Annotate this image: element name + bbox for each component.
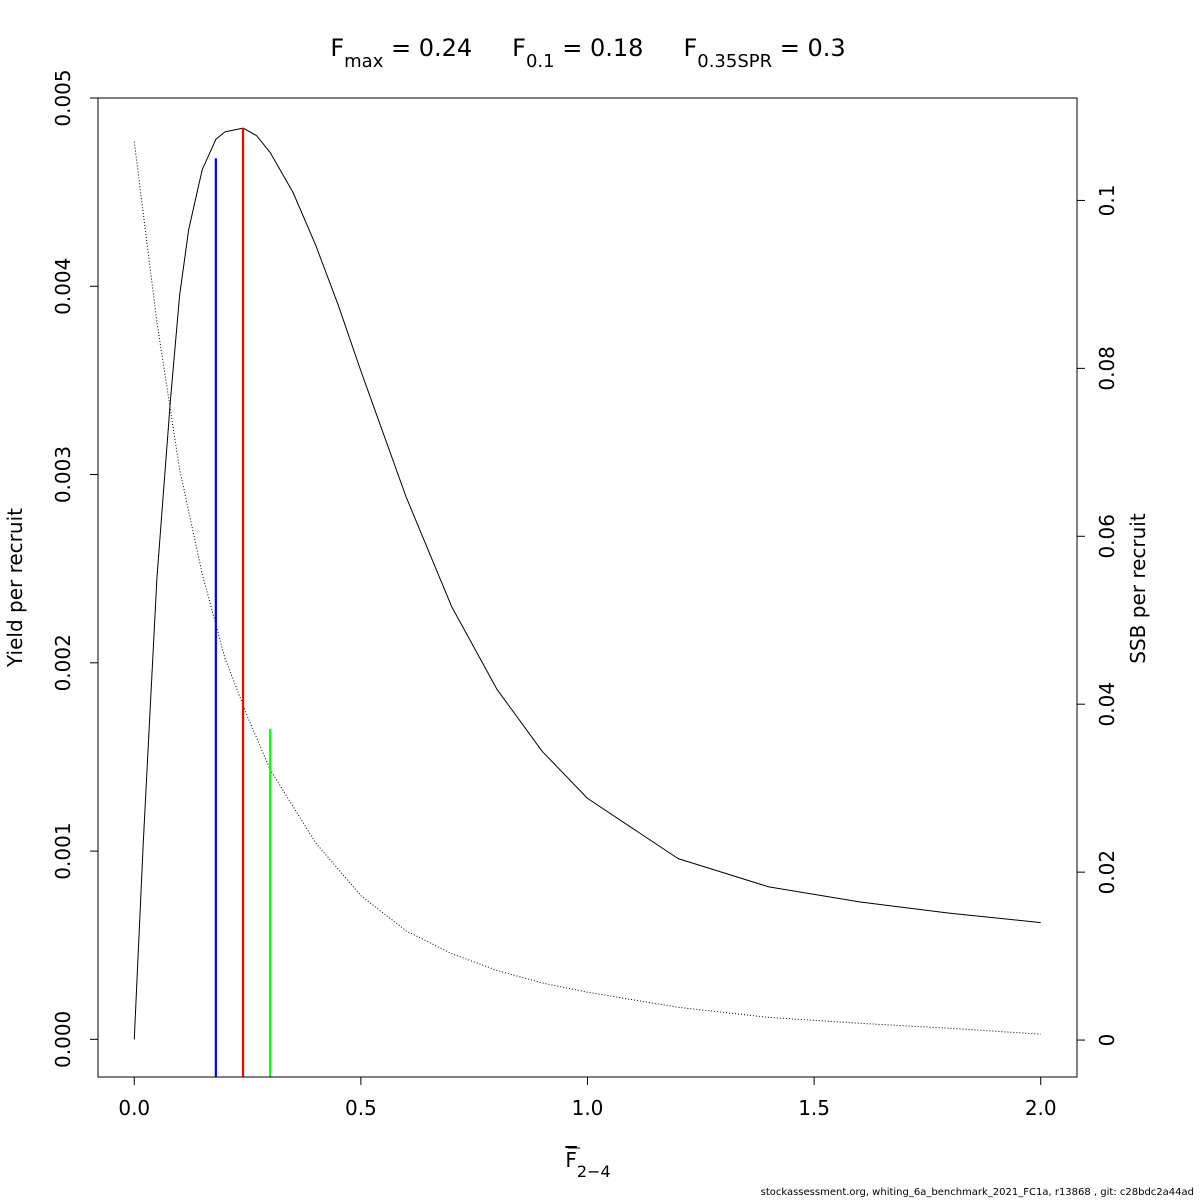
x-axis-label: F2−4 [565,1147,611,1181]
title-text: Fmax = 0.24 F0.1 = 0.18 F0.35SPR = 0.3 [330,34,845,72]
title-value-2: = 0.3 [772,34,846,62]
yield-per-recruit-line [133,127,1041,1040]
x-axis-label-sub: 2−4 [577,1162,611,1181]
title-base-2: F [683,34,697,62]
footer-credit: stockassessment.org, whiting_6a_benchmar… [760,1187,1194,1198]
y2-tick-label: 0.02 [1095,850,1119,895]
chart-title: Fmax = 0.24 F0.1 = 0.18 F0.35SPR = 0.3 [330,34,845,72]
y2-tick-label: 0.04 [1095,682,1119,727]
y-axis-label: Yield per recruit [3,508,27,668]
title-sub-0: max [344,51,384,72]
y2-tick-label: 0.08 [1095,346,1119,391]
x-axis: 0.0 0.5 1.0 1.5 2.0 [118,1076,1057,1120]
series-group [133,127,1041,1040]
ssb-per-recruit-line [133,141,1041,1035]
title-base-1: F [512,34,526,62]
title-value-0: = 0.24 [383,34,472,62]
y-tick-label: 0.004 [51,258,75,315]
x-tick-label: 2.0 [1025,1096,1057,1120]
x-tick-label: 1.0 [572,1096,604,1120]
y-tick-label: 0.001 [51,822,75,879]
y-tick-label: 0.000 [51,1011,75,1068]
y2-tick-label: 0.1 [1095,185,1119,217]
y-tick-label: 0.002 [51,634,75,691]
x-tick-label: 1.5 [798,1096,830,1120]
title-base-0: F [330,34,344,62]
y-tick-label: 0.005 [51,69,75,126]
y2-tick-label: 0.06 [1095,514,1119,559]
title-sub-1: 0.1 [526,51,555,72]
y2-tick-label: 0 [1095,1034,1119,1047]
reference-lines [214,128,272,1077]
title-value-1: = 0.18 [555,34,644,62]
x-tick-label: 0.5 [345,1096,377,1120]
y-axis-right: 0 0.02 0.04 0.06 0.08 0.1 [1076,185,1119,1047]
y2-axis-label: SSB per recruit [1126,513,1150,664]
x-axis-label-base: F [565,1148,577,1172]
y-tick-label: 0.003 [51,446,75,503]
x-axis-label-text: F2−4 [565,1148,610,1181]
plot-frame [97,97,1078,1078]
title-sub-2: 0.35SPR [697,51,772,72]
y-axis-left: 0.000 0.001 0.002 0.003 0.004 0.005 [51,69,99,1068]
x-tick-label: 0.0 [118,1096,150,1120]
